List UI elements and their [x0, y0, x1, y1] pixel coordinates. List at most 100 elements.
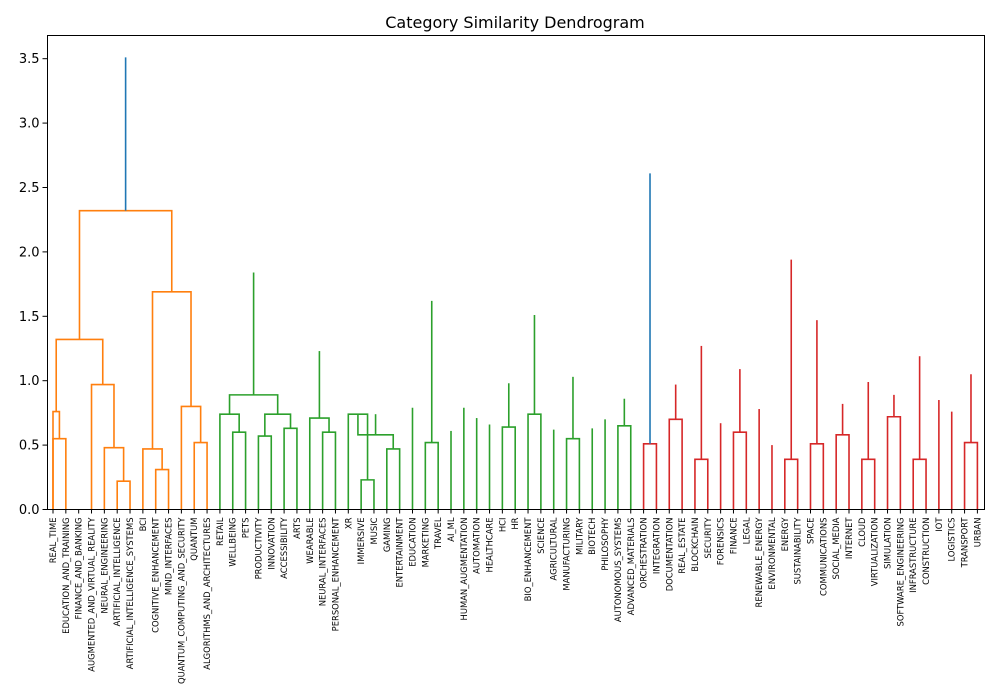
x-tick-label: ARTS — [292, 518, 302, 539]
dendrogram-link — [257, 435, 273, 510]
dendrogram-links — [52, 57, 979, 510]
dendrogram-link — [116, 480, 131, 510]
dendrogram-link — [228, 394, 279, 415]
dendrogram-link — [103, 446, 125, 510]
x-tick-label: SECURITY — [703, 517, 713, 559]
dendrogram-link — [642, 443, 658, 510]
dendrogram-link — [912, 458, 927, 510]
dendrogram-link — [78, 209, 173, 340]
x-tick-label: INNOVATION — [266, 518, 276, 570]
x-tick-label: MARKETING — [420, 518, 430, 568]
y-tick-label: 2.0 — [19, 245, 40, 260]
dendrogram-link — [90, 383, 115, 510]
x-tick-label: BIO_ENHANCEMENT — [523, 517, 533, 602]
dendrogram-link — [142, 448, 163, 510]
x-tick-label: ACCESSIBILITY — [279, 517, 289, 579]
dendrogram-link — [835, 433, 850, 510]
dendrogram-link — [424, 441, 439, 510]
dendrogram-link — [151, 291, 192, 449]
x-tick-label: COGNITIVE_ENHANCEMENT — [151, 517, 161, 633]
plot-frame — [47, 35, 985, 510]
x-tick-label: HEALTHCARE — [485, 518, 495, 573]
x-tick-label: HCI — [497, 518, 507, 533]
x-tick-label: BIOTECH — [587, 518, 597, 555]
y-tick-label: 2.5 — [19, 181, 40, 196]
dendrogram-link — [617, 424, 632, 510]
x-tick-label: AUGMENTED_AND_VIRTUAL_REALITY — [87, 517, 97, 672]
y-tick-label: 1.5 — [19, 310, 40, 325]
x-tick-label: WELLBEING — [228, 518, 238, 567]
x-tick-label: MIND_INTERFACES — [164, 518, 174, 596]
y-tick-label: 1.0 — [19, 374, 40, 389]
x-tick-label: ENTERTAINMENT — [395, 517, 405, 588]
x-tick-label: COMMUNICATIONS — [818, 518, 828, 596]
x-tick-label: DOCUMENTATION — [664, 518, 674, 592]
dendrogram-link — [963, 441, 979, 510]
dendrogram-link — [283, 427, 298, 510]
x-tick-label: FINANCE_AND_BANKING — [74, 518, 84, 620]
dendrogram-link — [809, 443, 825, 510]
y-tick-label: 0.0 — [19, 503, 40, 518]
x-axis: REAL_TIME EDUCATION_AND_TRAINING FINANCE_A… — [48, 509, 982, 684]
x-tick-label: ENERGY — [780, 517, 790, 552]
x-tick-label: NEURAL_ENGINEERING — [99, 518, 109, 614]
dendrogram-link — [52, 410, 61, 510]
x-tick-label: SCIENCE — [536, 518, 546, 554]
y-tick-label: 3.5 — [19, 52, 40, 67]
x-tick-label: NEURAL_INTERFACES — [318, 518, 328, 607]
x-tick-label: SOFTWARE_ENGINEERING — [895, 518, 905, 627]
x-tick-label: ORCHESTRATION — [639, 518, 649, 589]
x-tick-label: IMMERSIVE — [356, 518, 366, 565]
x-tick-label: PHILOSOPHY — [600, 517, 610, 571]
dendrogram-link — [694, 458, 709, 510]
x-tick-label: AGRICULTURAL — [549, 517, 559, 580]
x-tick-label: AI_ML — [446, 517, 456, 542]
x-tick-label: QUANTUM_COMPUTING_AND_SECURITY — [176, 517, 186, 684]
x-tick-label: SIMULATION — [883, 518, 893, 570]
x-tick-label: PRODUCTIVITY — [253, 517, 263, 580]
dendrogram-link — [321, 431, 337, 510]
dendrogram-link — [55, 338, 104, 412]
x-tick-label: BCI — [138, 518, 148, 532]
x-tick-label: MANUFACTURING — [562, 518, 572, 591]
x-tick-label: ALGORITHMS_AND_ARCHITECTURES — [202, 518, 212, 670]
x-tick-label: TRANSPORT — [960, 517, 970, 569]
x-tick-label: PETS — [241, 518, 251, 539]
x-tick-label: IOT — [934, 517, 944, 532]
x-tick-label: SOCIAL_MEDIA — [831, 517, 841, 579]
x-tick-label: QUANTUM — [189, 518, 199, 561]
dendrogram-link — [386, 448, 401, 510]
x-tick-label: EDUCATION_AND_TRAINING — [61, 518, 71, 634]
x-tick-label: AUTOMATION — [472, 518, 482, 574]
x-tick-label: URBAN — [972, 518, 982, 548]
x-tick-label: RENEWABLE_ENERGY — [754, 517, 764, 608]
dendrogram-link — [668, 418, 683, 510]
x-tick-label: MILITARY — [574, 517, 584, 555]
x-tick-label: HUMAN_AUGMENTATION — [459, 518, 469, 621]
x-tick-label: PERSONAL_ENHANCEMENT — [330, 517, 340, 632]
dendrogram-link — [861, 458, 876, 510]
x-tick-label: BLOCKCHAIN — [690, 518, 700, 572]
x-tick-label: REAL_ESTATE — [677, 518, 687, 574]
x-tick-label: XR — [343, 517, 353, 529]
y-tick-label: 3.0 — [19, 117, 40, 132]
x-tick-label: EDUCATION — [407, 518, 417, 567]
x-tick-label: ARTIFICIAL_INTELLIGENCE — [112, 518, 122, 627]
dendrogram-link — [886, 415, 902, 510]
dendrogram-link — [264, 413, 292, 437]
dendrogram-link — [180, 405, 202, 510]
dendrogram-link — [52, 437, 67, 510]
dendrogram-link — [154, 468, 170, 510]
dendrogram-link — [784, 458, 799, 510]
x-tick-label: REAL_TIME — [48, 518, 58, 564]
x-tick-label: VIRTUALIZATION — [870, 518, 880, 587]
x-tick-label: SUSTAINABILITY — [793, 517, 803, 585]
x-tick-label: FINANCE — [728, 518, 738, 555]
dendrogram-link — [360, 479, 375, 510]
dendrogram-link — [732, 431, 748, 510]
x-tick-label: MUSIC — [369, 517, 379, 544]
x-tick-label: INTEGRATION — [651, 518, 661, 575]
x-tick-label: RETAIL — [215, 517, 225, 546]
x-tick-label: WEARABLE — [305, 518, 315, 564]
